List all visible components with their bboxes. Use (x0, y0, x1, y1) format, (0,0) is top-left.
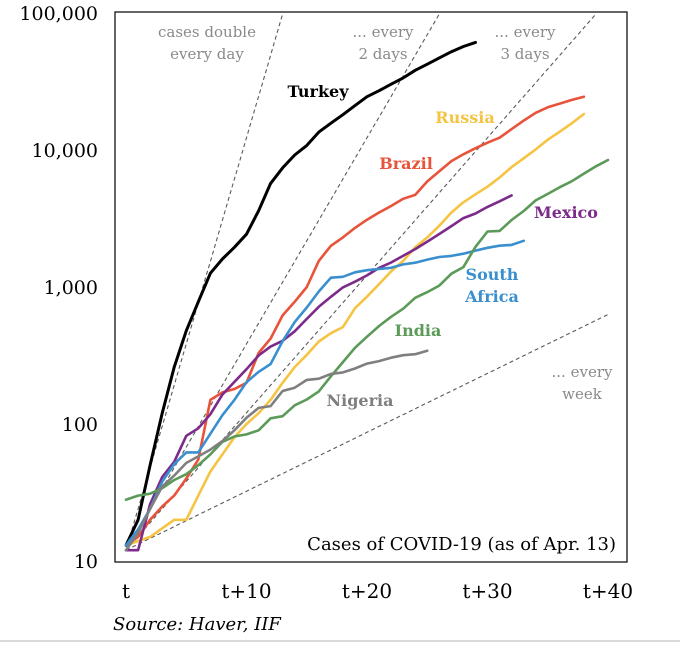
reference-label-3d: ... every (495, 23, 556, 41)
reference-labels: cases double every day ... every 2 days ... … (158, 23, 613, 403)
plot-frame (114, 11, 628, 563)
series-label-india: India (395, 321, 442, 340)
series-label-south-africa: Africa (464, 287, 519, 306)
series-label-brazil: Brazil (379, 154, 433, 173)
x-tick-label: t+30 (462, 579, 512, 603)
series-label-nigeria: Nigeria (327, 391, 394, 410)
series-label-south-africa: South (466, 265, 519, 284)
reference-label-7d: week (562, 385, 603, 403)
x-axis-ticks: t t+10 t+20 t+30 t+40 (122, 579, 633, 603)
series-line-south-africa (124, 239, 526, 547)
annotation-box (262, 526, 624, 560)
series-line-india (124, 158, 610, 502)
x-tick-label: t+40 (583, 579, 633, 603)
x-tick-label: t (122, 579, 130, 603)
y-tick-label: 10,000 (32, 140, 98, 162)
series-label-turkey: Turkey (287, 82, 349, 101)
chart-annotation: Cases of COVID-19 (as of Apr. 13) (307, 534, 616, 555)
y-tick-label: 100 (62, 414, 98, 436)
reference-line-7d (125, 314, 609, 551)
series-line-russia (124, 112, 586, 547)
x-tick-label: t+20 (342, 579, 392, 603)
y-tick-label: 10 (74, 551, 98, 573)
reference-line-3d (125, 13, 597, 551)
x-tick-label: t+10 (221, 579, 271, 603)
series-line-turkey (124, 40, 477, 547)
y-axis-ticks: 10 100 1,000 10,000 100,000 (19, 3, 98, 573)
reference-label-1d: every day (170, 45, 244, 63)
series-line-nigeria (124, 349, 429, 552)
reference-label-2d: 2 days (358, 45, 407, 63)
y-tick-label: 1,000 (44, 277, 98, 299)
reference-label-2d: ... every (353, 23, 414, 41)
reference-label-7d: ... every (552, 363, 613, 381)
series-line-brazil (124, 95, 586, 547)
series-labels: Turkey Russia Brazil Mexico South Africa India… (287, 82, 598, 410)
y-tick-label: 100,000 (19, 3, 98, 25)
reference-line-2d (125, 13, 440, 551)
series-lines (124, 40, 610, 552)
series-label-russia: Russia (435, 108, 494, 127)
reference-label-3d: 3 days (500, 45, 549, 63)
reference-label-1d: cases double (158, 23, 256, 41)
source-note: Source: Haver, IIF (113, 614, 282, 635)
series-line-mexico (124, 194, 513, 552)
series-label-mexico: Mexico (534, 203, 598, 222)
reference-lines (125, 13, 609, 551)
